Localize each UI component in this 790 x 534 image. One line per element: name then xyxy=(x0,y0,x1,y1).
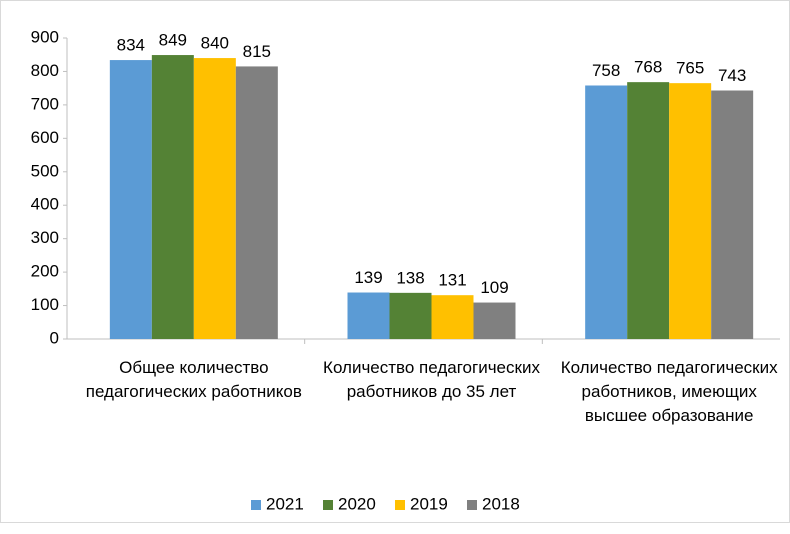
legend-swatch xyxy=(395,500,405,510)
data-label: 139 xyxy=(354,268,382,287)
legend-swatch xyxy=(251,500,261,510)
y-tick-label: 400 xyxy=(31,195,59,214)
data-label: 840 xyxy=(201,34,229,53)
legend-label: 2019 xyxy=(410,494,448,513)
x-tick-label: Общее количество педагогических работник… xyxy=(85,358,302,401)
legend-label: 2018 xyxy=(482,494,520,513)
bar xyxy=(627,82,670,339)
bar xyxy=(193,58,236,340)
bar xyxy=(711,90,754,339)
data-label: 131 xyxy=(438,271,466,290)
data-label: 815 xyxy=(243,42,271,61)
x-tick-label: Количество педагогических работников, им… xyxy=(560,358,778,425)
legend-swatch xyxy=(323,500,333,510)
y-tick-label: 300 xyxy=(31,228,59,247)
y-tick-label: 900 xyxy=(31,27,59,46)
bar xyxy=(473,302,516,339)
data-label: 849 xyxy=(159,31,187,50)
bar xyxy=(389,292,432,339)
y-tick-label: 600 xyxy=(31,128,59,147)
data-label: 109 xyxy=(480,278,508,297)
y-tick-label: 0 xyxy=(50,328,59,347)
x-tick-label: Количество педагогических работников до … xyxy=(323,358,540,401)
y-tick-label: 800 xyxy=(31,61,59,80)
bar xyxy=(109,60,152,339)
bar xyxy=(235,66,278,339)
bar xyxy=(347,292,390,339)
data-label: 758 xyxy=(592,61,620,80)
bar xyxy=(669,83,712,340)
legend-label: 2020 xyxy=(338,494,376,513)
data-label: 765 xyxy=(676,59,704,78)
legend-label: 2021 xyxy=(266,494,304,513)
y-tick-label: 100 xyxy=(31,295,59,314)
bar xyxy=(585,85,628,339)
bar xyxy=(431,295,474,339)
data-label: 834 xyxy=(117,36,145,55)
bar xyxy=(151,55,194,339)
y-tick-label: 500 xyxy=(31,161,59,180)
data-label: 743 xyxy=(718,66,746,85)
y-tick-label: 200 xyxy=(31,262,59,281)
legend-swatch xyxy=(467,500,477,510)
y-tick-label: 700 xyxy=(31,94,59,113)
data-label: 138 xyxy=(396,268,424,287)
data-label: 768 xyxy=(634,58,662,77)
